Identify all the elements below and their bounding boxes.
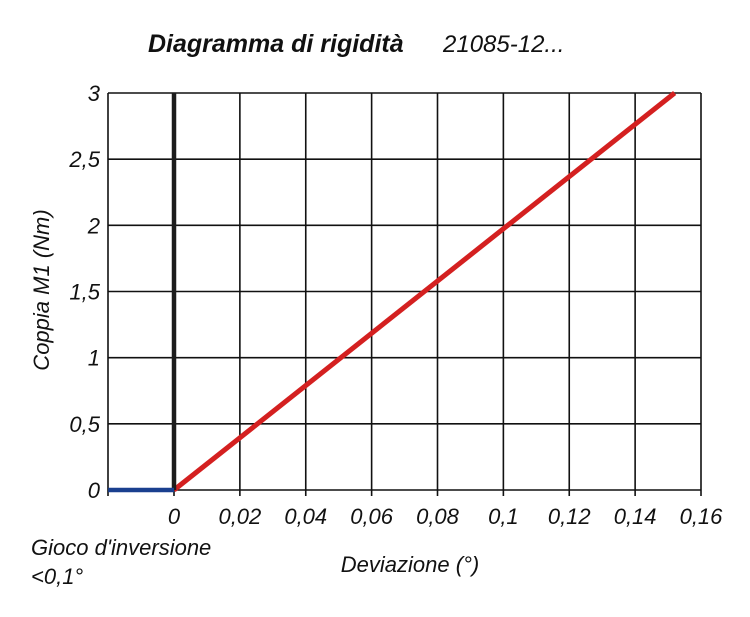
y-tick-label: 1,5 bbox=[69, 280, 100, 305]
tick-labels: 0 0,02 0,04 0,06 0,08 0,1 0,12 0,14 0,16 0 0,5 1 1,5… bbox=[68, 81, 723, 529]
x-tick-label: 0,12 bbox=[548, 504, 591, 529]
x-axis-label: Deviazione (°) bbox=[341, 552, 479, 577]
x-tick-label: 0 bbox=[168, 504, 181, 529]
y-tick-label: 0 bbox=[88, 478, 101, 503]
chart-title: Diagramma di rigidità bbox=[148, 30, 404, 58]
y-axis-label: Coppia M1 (Nm) bbox=[29, 209, 54, 370]
y-tick-label: 0,5 bbox=[69, 412, 100, 437]
x-tick-label: 0,14 bbox=[614, 504, 657, 529]
chart-subtitle: 21085-12... bbox=[442, 31, 564, 58]
y-tick-label: 2,5 bbox=[68, 147, 100, 172]
x-tick-label: 0,06 bbox=[350, 504, 394, 529]
x-tick-label: 0,1 bbox=[488, 504, 519, 529]
y-tick-label: 3 bbox=[88, 81, 101, 106]
backlash-annotation-line1: Gioco d'inversione bbox=[31, 535, 211, 560]
x-tick-label: 0,02 bbox=[218, 504, 261, 529]
y-tick-label: 1 bbox=[88, 346, 100, 371]
series-layer bbox=[108, 91, 677, 493]
grid bbox=[107, 92, 702, 496]
stiffness-line bbox=[172, 91, 677, 492]
backlash-annotation-line2: <0,1° bbox=[31, 564, 83, 589]
x-tick-label: 0,04 bbox=[284, 504, 327, 529]
y-tick-label: 2 bbox=[87, 213, 100, 238]
x-tick-label: 0,08 bbox=[416, 504, 460, 529]
x-tick-label: 0,16 bbox=[680, 504, 724, 529]
